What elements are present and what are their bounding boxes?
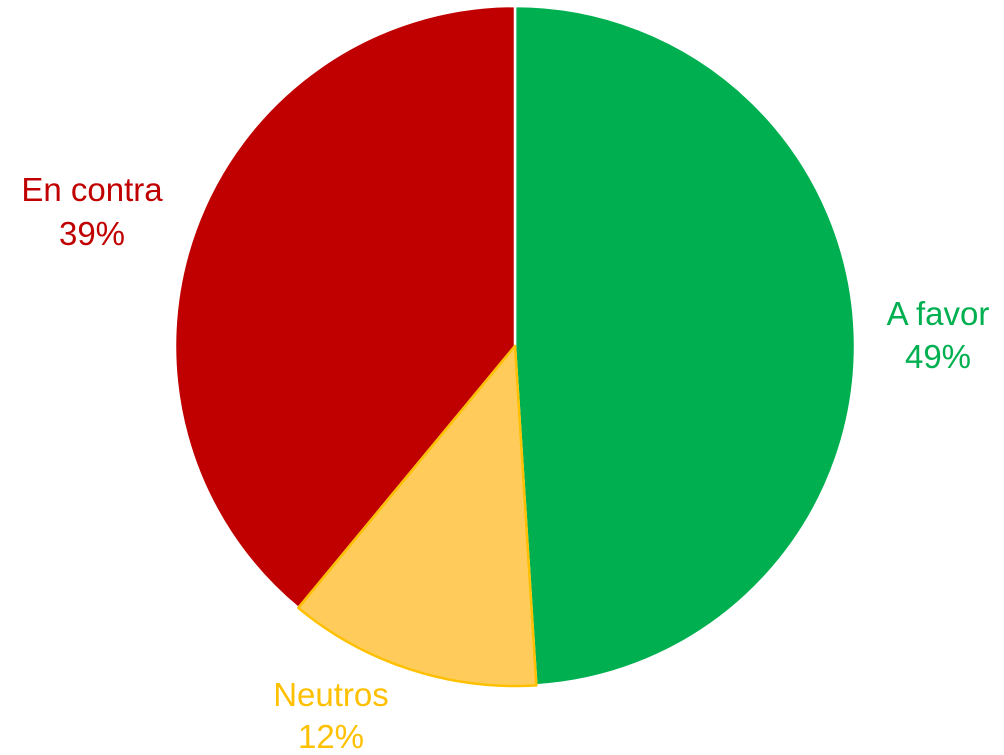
label-neutros: Neutros (273, 676, 389, 713)
slice-neutros (297, 344, 538, 688)
slices-layer (173, 4, 857, 688)
slice-en-contra (173, 4, 517, 610)
labels-layer: A favor 49% Neutros 12% En contra 39% (21, 171, 989, 755)
label-en-contra: En contra (21, 171, 163, 208)
value-label-neutros: 12% (298, 718, 364, 755)
value-label-a-favor: 49% (905, 338, 971, 375)
slice-a-favor (513, 4, 857, 687)
label-a-favor: A favor (887, 295, 990, 332)
value-label-en-contra: 39% (59, 215, 125, 252)
